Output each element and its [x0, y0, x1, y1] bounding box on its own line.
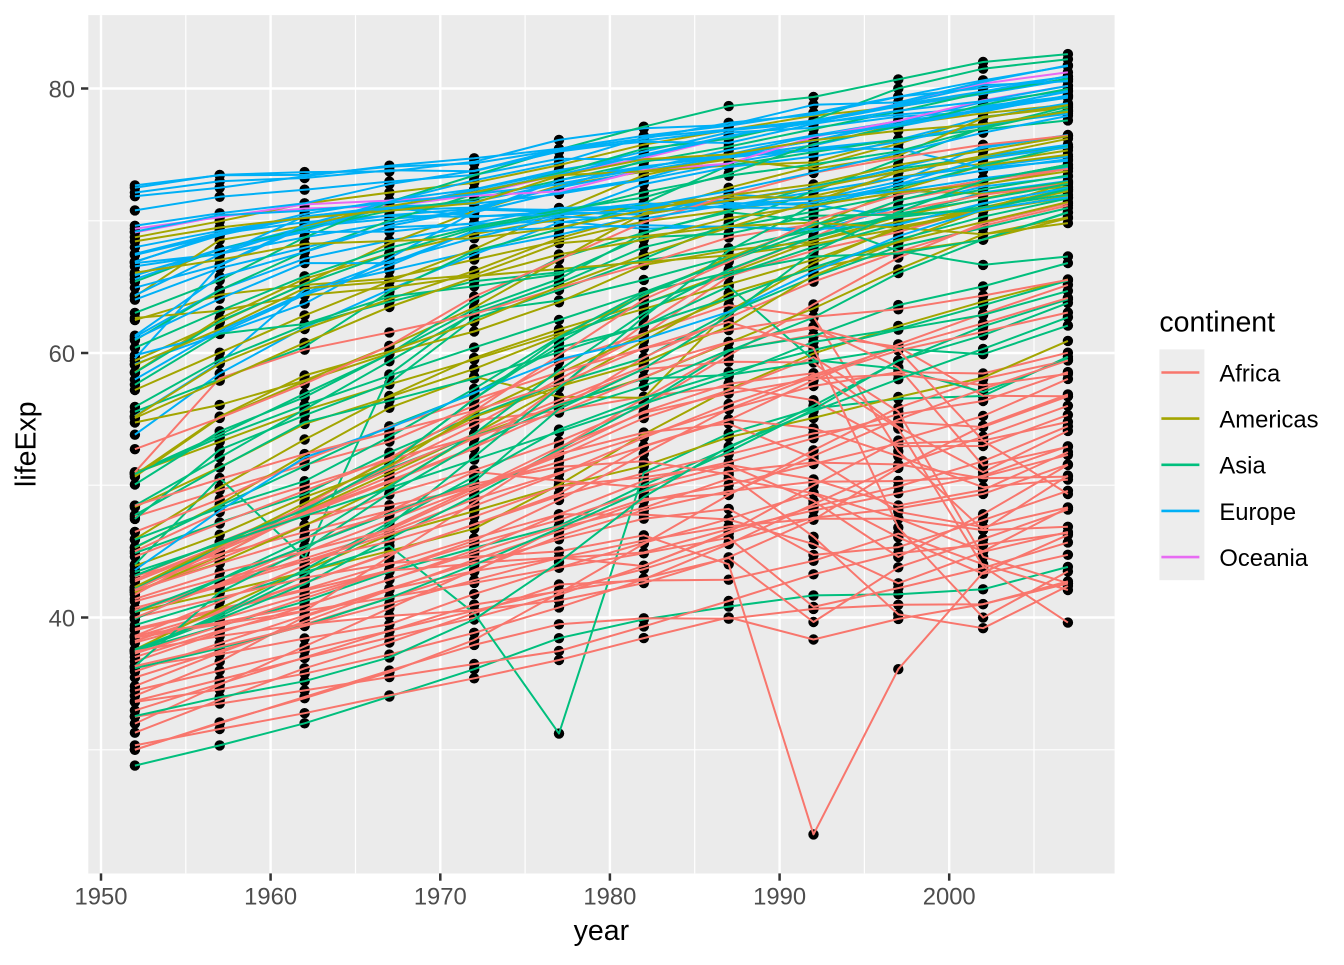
svg-text:1970: 1970	[414, 884, 467, 911]
svg-text:Africa: Africa	[1219, 360, 1281, 387]
svg-text:Asia: Asia	[1219, 453, 1266, 480]
svg-text:1980: 1980	[583, 884, 636, 911]
svg-text:Americas: Americas	[1219, 407, 1318, 434]
svg-text:1990: 1990	[753, 884, 806, 911]
svg-text:1950: 1950	[75, 884, 128, 911]
svg-text:Oceania: Oceania	[1219, 545, 1308, 572]
svg-text:80: 80	[49, 76, 75, 103]
svg-text:2000: 2000	[923, 884, 976, 911]
svg-text:year: year	[574, 915, 630, 947]
svg-text:Europe: Europe	[1219, 499, 1296, 526]
svg-text:lifeExp: lifeExp	[11, 401, 43, 487]
svg-text:1960: 1960	[244, 884, 297, 911]
svg-text:60: 60	[49, 341, 75, 368]
svg-text:continent: continent	[1159, 306, 1275, 338]
svg-text:40: 40	[49, 605, 75, 632]
